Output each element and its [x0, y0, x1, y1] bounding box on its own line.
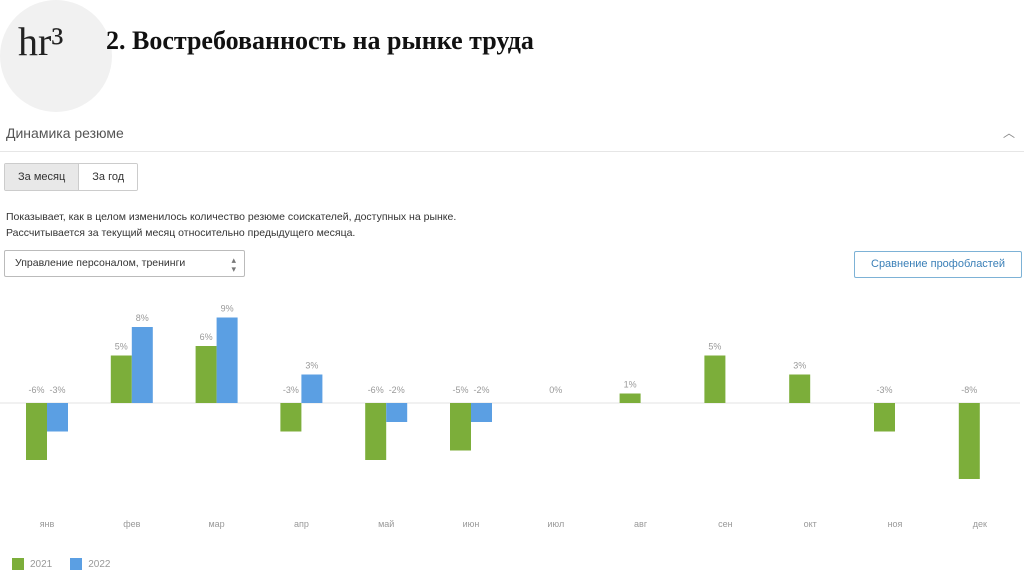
period-tabs: За месяц За год — [4, 163, 139, 191]
description: Показывает, как в целом изменилось колич… — [6, 209, 456, 241]
profarea-select[interactable]: Управление персоналом, тренинги ▴ ▾ — [4, 250, 245, 277]
data-label-2021-июн: -5% — [452, 385, 468, 395]
compare-profareas-button[interactable]: Сравнение профобластей — [854, 251, 1022, 278]
x-tick-label-авг: авг — [634, 519, 648, 529]
legend-item-2021: 2021 — [12, 558, 52, 570]
data-label-2021-дек: -8% — [961, 385, 977, 395]
legend-item-2022: 2022 — [70, 558, 111, 570]
legend-label-2022: 2022 — [88, 558, 111, 570]
data-label-2021-авг: 1% — [624, 380, 637, 390]
slide-title: 2. Востребованность на рынке труда — [106, 26, 534, 55]
data-label-2021-окт: 3% — [793, 361, 806, 371]
bar-2021-сен — [704, 355, 726, 403]
bar-2021-апр — [280, 403, 302, 432]
data-label-2021-ноя: -3% — [876, 385, 892, 395]
bar-2022-мар — [216, 317, 238, 403]
chevron-up-icon[interactable]: ︿ — [1002, 126, 1015, 140]
description-line-2: Рассчитывается за текущий месяц относите… — [6, 227, 356, 239]
legend-label-2021: 2021 — [30, 558, 53, 570]
data-label-2021-июл: 0% — [549, 385, 562, 395]
bar-2021-мар — [195, 346, 217, 403]
bar-2021-фев — [110, 355, 132, 403]
tab-month[interactable]: За месяц — [5, 164, 80, 190]
x-tick-label-июн: июн — [463, 519, 480, 529]
bar-2022-июн — [471, 403, 492, 422]
select-arrows-icon: ▴ ▾ — [231, 255, 236, 274]
bar-2021-авг — [619, 393, 641, 403]
data-label-2022-апр: 3% — [305, 361, 318, 371]
x-tick-label-май: май — [378, 519, 394, 529]
divider — [0, 151, 1024, 152]
data-label-2022-май: -2% — [389, 385, 405, 395]
data-label-2021-мар: 6% — [200, 332, 213, 342]
x-tick-label-сен: сен — [718, 519, 733, 529]
bar-2021-май — [365, 403, 387, 460]
data-label-2021-сен: 5% — [708, 342, 721, 352]
data-label-2022-июн: -2% — [473, 385, 489, 395]
x-tick-label-июл: июл — [547, 519, 564, 529]
data-label-2022-фев: 8% — [136, 313, 149, 323]
bar-2022-фев — [131, 327, 153, 403]
x-tick-label-янв: янв — [40, 519, 55, 529]
x-tick-label-фев: фев — [123, 519, 140, 529]
bar-2022-май — [386, 403, 408, 422]
bar-2021-окт — [789, 374, 811, 403]
x-tick-label-дек: дек — [973, 519, 987, 529]
legend-swatch-2021 — [12, 558, 24, 570]
x-tick-label-ноя: ноя — [888, 519, 903, 529]
resume-dynamics-chart: -6% -3% янв 5% 8% фев 6% 9% мар -3% 3% апр -6% -2% май… — [0, 304, 1020, 529]
bar-2022-янв — [47, 403, 68, 432]
data-label-2021-май: -6% — [368, 385, 384, 395]
description-line-1: Показывает, как в целом изменилось колич… — [6, 211, 457, 223]
bar-2021-дек — [958, 403, 980, 479]
bar-2021-ноя — [874, 403, 895, 432]
x-tick-label-мар: мар — [208, 519, 224, 529]
data-label-2021-янв: -6% — [28, 385, 44, 395]
bar-2021-июн — [450, 403, 471, 451]
legend-swatch-2022 — [70, 558, 83, 570]
hr3-logo: hr³ — [0, 0, 112, 112]
data-label-2022-мар: 9% — [221, 304, 234, 314]
x-tick-label-окт: окт — [804, 519, 817, 529]
x-tick-label-апр: апр — [294, 519, 309, 529]
tab-year[interactable]: За год — [79, 164, 138, 190]
bar-2021-янв — [26, 403, 47, 460]
data-label-2022-янв: -3% — [49, 385, 65, 395]
data-label-2021-фев: 5% — [115, 342, 128, 352]
bar-2022-апр — [301, 374, 323, 403]
profarea-select-value: Управление персоналом, тренинги — [15, 257, 186, 269]
chart-legend: 2021 2022 — [12, 558, 111, 570]
data-label-2021-апр: -3% — [283, 385, 299, 395]
widget-title: Динамика резюме — [6, 125, 124, 141]
logo-text: hr³ — [18, 19, 64, 64]
